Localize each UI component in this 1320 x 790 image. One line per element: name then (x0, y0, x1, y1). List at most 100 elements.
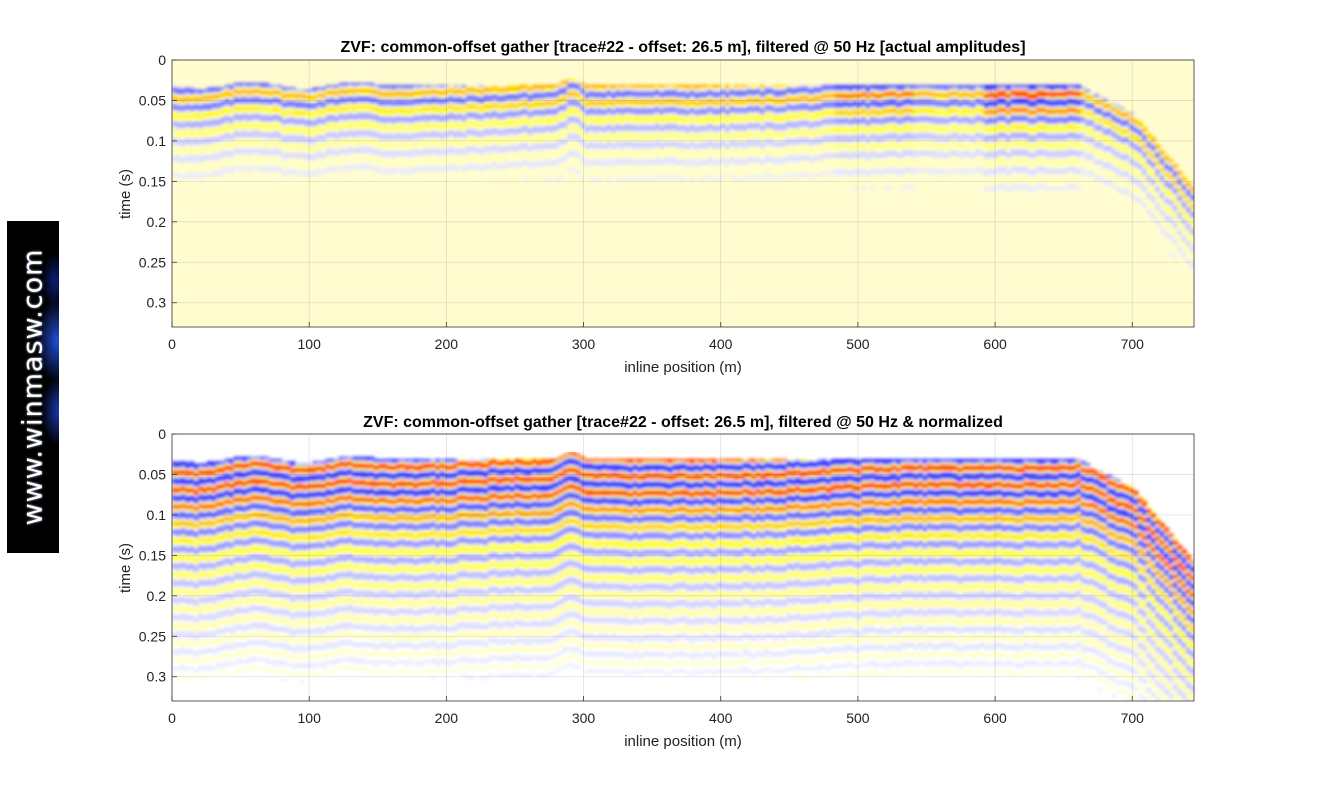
seismic-cell (764, 100, 770, 104)
seismic-cell (545, 137, 551, 140)
seismic-cell (808, 159, 814, 163)
seismic-cell (426, 114, 432, 118)
seismic-cell (812, 105, 818, 109)
seismic-cell (211, 155, 217, 158)
seismic-cell (817, 98, 823, 102)
seismic-cell (281, 98, 287, 102)
seismic-cell (202, 130, 208, 134)
seismic-cell (795, 173, 801, 177)
seismic-cell (518, 171, 524, 174)
seismic-cell (725, 159, 731, 163)
seismic-cell (830, 116, 836, 120)
seismic-cell (694, 105, 700, 109)
seismic-cell (826, 89, 832, 93)
seismic-cell (448, 116, 454, 120)
seismic-cell (558, 125, 564, 129)
seismic-cell (826, 143, 832, 147)
seismic-cell (220, 150, 226, 154)
seismic-cell (593, 152, 599, 156)
seismic-cell (207, 128, 213, 131)
seismic-cell (448, 105, 454, 109)
seismic-cell (176, 130, 182, 134)
seismic-cell (312, 123, 318, 127)
seismic-cell (334, 109, 340, 113)
seismic-cell (308, 137, 314, 140)
seismic-cell (848, 148, 853, 152)
seismic-cell (848, 89, 853, 93)
seismic-cell (755, 91, 761, 95)
seismic-cell (821, 121, 827, 125)
seismic-cell (431, 100, 436, 104)
seismic-cell (387, 130, 393, 134)
seismic-cell (751, 152, 757, 156)
seismic-cell (382, 109, 388, 113)
seismic-cell (654, 125, 660, 129)
seismic-cell (536, 84, 542, 88)
seismic-cell (360, 166, 366, 170)
seismic-cell (237, 109, 243, 113)
seismic-cell (268, 134, 274, 138)
seismic-cell (444, 157, 450, 161)
seismic-cell (848, 87, 853, 91)
seismic-cell (663, 87, 669, 91)
seismic-cell (180, 123, 186, 127)
seismic-cell (316, 155, 322, 158)
seismic-cell (738, 146, 744, 149)
seismic-cell (391, 146, 397, 149)
seismic-cell (452, 143, 458, 147)
seismic-cell (334, 150, 340, 154)
seismic-cell (505, 173, 511, 177)
seismic-cell (479, 100, 485, 104)
seismic-cell (685, 146, 691, 149)
seismic-cell (215, 123, 221, 127)
seismic-cell (637, 96, 643, 100)
seismic-cell (795, 132, 801, 136)
seismic-cell (711, 100, 717, 104)
seismic-cell (479, 143, 485, 147)
seismic-cell (483, 105, 489, 109)
seismic-cell (439, 105, 445, 109)
seismic-cell (400, 137, 406, 140)
seismic-cell (571, 134, 577, 138)
seismic-cell (198, 109, 204, 113)
seismic-cell (303, 180, 309, 183)
seismic-cell (782, 128, 788, 131)
seismic-cell (193, 94, 199, 97)
seismic-cell (821, 100, 827, 104)
seismic-cell (343, 109, 349, 113)
seismic-cell (795, 166, 801, 170)
seismic-cell (659, 155, 665, 158)
seismic-cell (202, 96, 208, 100)
seismic-cell (834, 109, 840, 113)
seismic-cell (347, 150, 353, 154)
seismic-cell (786, 114, 792, 118)
seismic-cell (483, 94, 489, 97)
seismic-cell (716, 150, 722, 154)
seismic-cell (769, 134, 774, 138)
seismic-cell (264, 112, 270, 115)
seismic-cell (575, 114, 581, 118)
seismic-cell (229, 125, 235, 129)
seismic-cell (496, 91, 502, 95)
seismic-cell (510, 130, 515, 134)
seismic-cell (843, 96, 849, 100)
seismic-cell (536, 130, 542, 134)
seismic-cell (185, 128, 191, 131)
seismic-cell (251, 139, 256, 143)
seismic-cell (733, 114, 739, 118)
seismic-cell (277, 152, 283, 156)
seismic-cell (624, 103, 630, 106)
seismic-cell (391, 107, 397, 111)
seismic-cell (843, 87, 849, 91)
seismic-cell (352, 116, 357, 120)
seismic-cell (799, 87, 805, 91)
seismic-cell (474, 105, 480, 109)
seismic-cell (738, 91, 744, 95)
seismic-cell (277, 94, 283, 97)
seismic-cell (632, 87, 638, 91)
seismic-cell (848, 139, 853, 143)
seismic-cell (562, 112, 568, 115)
seismic-cell (602, 130, 608, 134)
seismic-cell (316, 114, 322, 118)
seismic-cell (277, 103, 283, 106)
